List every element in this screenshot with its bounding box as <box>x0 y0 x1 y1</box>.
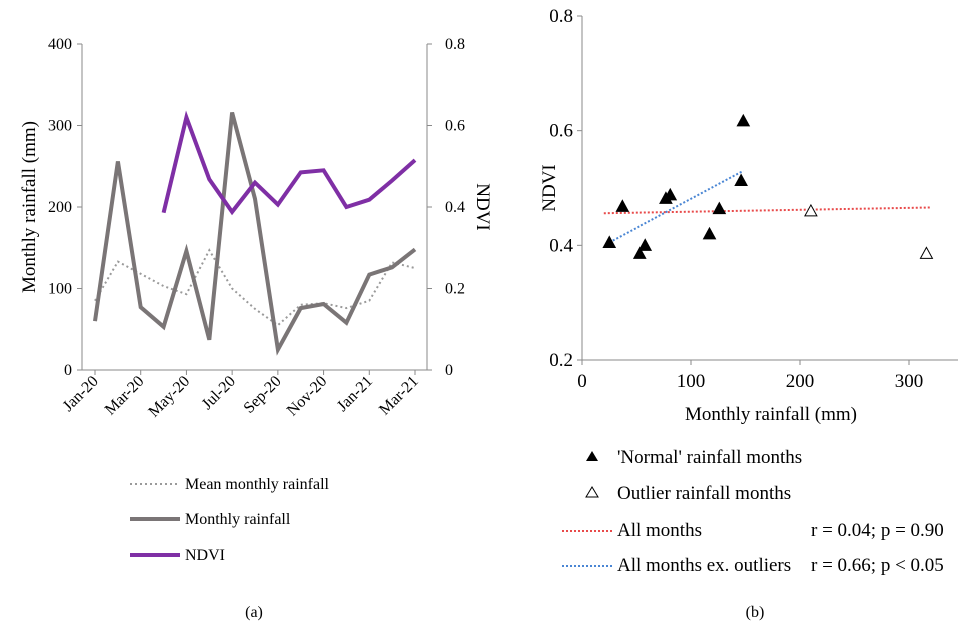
series-line-ndvi <box>161 110 417 216</box>
a-xtick-label: Mar-20 <box>102 373 148 419</box>
a-ytick-label: 0 <box>64 362 72 379</box>
normal-month-point <box>632 246 647 259</box>
legend-ex-outliers-label: All months ex. outliers <box>617 555 791 576</box>
a-xtick-label: Jan-21 <box>334 373 376 415</box>
normal-month-point <box>602 235 617 248</box>
legend-all-months-label: All months <box>617 520 702 541</box>
b-ytick-label: 0.4 <box>549 235 573 256</box>
a-xtick-label: Mar-21 <box>376 373 422 419</box>
b-ytick-label: 0.8 <box>549 6 573 27</box>
outlier-month-point <box>804 203 818 217</box>
a-ylabel: Monthly rainfall (mm) <box>19 121 40 293</box>
a-xtick-label: Jan-20 <box>60 373 102 415</box>
a-ytick-label: 200 <box>48 199 72 216</box>
legend-normal-label: 'Normal' rainfall months <box>617 447 802 468</box>
legend-mean-rainfall-label: Mean monthly rainfall <box>185 476 330 493</box>
a-y2tick-label: 0.2 <box>445 281 465 298</box>
b-ylabel: NDVI <box>539 164 560 212</box>
a-xtick-label: Jul-20 <box>199 373 239 413</box>
a-ytick-label: 300 <box>48 118 72 135</box>
normal-month-point <box>736 113 751 127</box>
legend-outlier-triangle-icon <box>585 486 599 498</box>
b-panel-label: (b) <box>746 604 765 621</box>
a-y2tick-label: 0.8 <box>445 36 465 53</box>
normal-month-point <box>702 226 717 240</box>
a-y2tick-label: 0.4 <box>445 199 465 216</box>
normal-month-point <box>615 199 630 212</box>
normal-month-point <box>712 201 727 215</box>
a-yticks: 0 100 200 300 400 <box>48 36 82 379</box>
a-y2tick-label: 0.6 <box>445 118 465 135</box>
a-xtick-label: May-20 <box>145 373 193 421</box>
a-y2label: NDVI <box>472 183 493 231</box>
normal-month-point <box>663 187 678 201</box>
trendline-all-months-ex-outliers <box>608 169 744 244</box>
legend-monthly-rainfall-label: Monthly rainfall <box>185 511 291 528</box>
a-legend: Mean monthly rainfall Monthly rainfall N… <box>130 476 330 564</box>
normal-month-point <box>734 173 748 187</box>
b-xlabel: Monthly rainfall (mm) <box>685 404 857 425</box>
legend-all-months-stat: r = 0.04; p = 0.90 <box>811 520 944 541</box>
a-ytick-label: 100 <box>48 281 72 298</box>
panel-b: NDVI Monthly rainfall (mm) 0.20.40.60.8 … <box>539 6 958 621</box>
legend-ex-outliers-stat: r = 0.66; p < 0.05 <box>811 555 944 576</box>
a-panel-label: (a) <box>245 604 263 621</box>
legend-outlier-label: Outlier rainfall months <box>617 483 791 504</box>
normal-month-point <box>638 238 653 251</box>
b-ytick-label: 0.2 <box>549 350 573 371</box>
b-trendlines <box>603 169 931 244</box>
outlier-month-point <box>919 246 934 259</box>
trendline-all-months <box>603 206 931 215</box>
b-xtick-label: 200 <box>786 371 815 392</box>
b-legend: 'Normal' rainfall months Outlier rainfal… <box>562 447 944 576</box>
legend-ndvi-label: NDVI <box>185 547 225 564</box>
b-xtick-label: 300 <box>895 371 924 392</box>
a-xtick-label: Sep-20 <box>241 373 285 417</box>
series-line-monthly-rainfall <box>93 111 417 356</box>
legend-normal-triangle-icon <box>586 451 598 461</box>
panel-a: Monthly rainfall (mm) NDVI 0 100 200 300 400… <box>19 36 493 621</box>
a-y2ticks: 0 0.2 0.4 0.6 0.8 <box>427 36 465 379</box>
a-series <box>93 110 417 356</box>
a-xtick-label: Nov-20 <box>284 373 331 420</box>
b-ytick-label: 0.6 <box>549 121 573 142</box>
b-points <box>602 113 934 259</box>
a-ytick-label: 400 <box>48 36 72 53</box>
a-y2tick-label: 0 <box>445 362 453 379</box>
series-line-mean-monthly-rainfall <box>94 248 416 327</box>
b-yticks: 0.2 0.4 0.6 0.8 <box>549 6 582 371</box>
b-xticks: 0 100 200 300 <box>577 360 923 392</box>
b-xtick-label: 100 <box>677 371 706 392</box>
b-xtick-label: 0 <box>577 371 587 392</box>
